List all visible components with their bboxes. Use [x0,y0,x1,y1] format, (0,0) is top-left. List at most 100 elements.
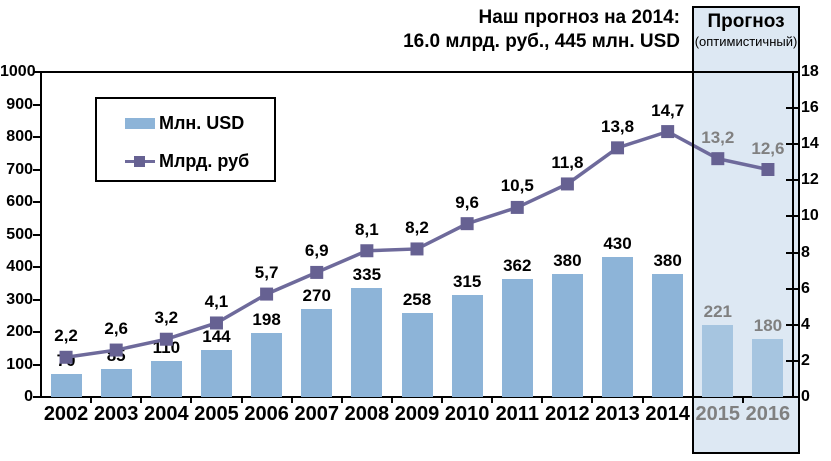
bar-2004 [150,361,182,397]
year-label-2004: 2004 [144,403,189,425]
y-right-tick-2 [786,359,800,362]
bar-2015 [702,325,734,397]
legend-label-usd: Млн. USD [159,112,245,133]
y-left-tick-0 [33,396,41,398]
rub-label-2011: 10,5 [500,176,534,196]
y-left-tick-label-600: 600 [6,193,33,210]
x-tick-4 [240,397,243,403]
y-right-tick-label-8: 8 [801,243,810,261]
rub-label-2005: 4,1 [204,291,229,311]
y-right-tick-label-14: 14 [801,135,819,153]
y-left-tick-label-100: 100 [6,355,33,373]
y-right-tick-16 [786,107,800,110]
bar-2002 [50,374,82,397]
y-right-tick-18 [786,71,800,73]
legend-label-rub: Млрд. руб [159,150,250,171]
year-label-2010: 2010 [444,403,490,425]
y-right-tick-label-2: 2 [801,351,810,369]
x-tick-8 [441,397,444,403]
y-right-tick-label-16: 16 [801,99,819,117]
y-left-tick-label-400: 400 [6,258,33,275]
x-tick-6 [340,397,343,403]
year-label-2005: 2005 [194,403,239,425]
y-right-tick-label-4: 4 [801,315,810,333]
y-right-tick-label-18: 18 [801,63,819,80]
bar-2005 [200,350,232,397]
line-swatch-icon [125,151,155,171]
y-right-tick-label-6: 6 [801,279,810,297]
y-left-tick-label-800: 800 [6,128,33,145]
x-tick-1 [90,397,93,403]
bar-label-2008: 335 [352,265,382,285]
x-tick-12 [641,397,644,403]
legend-item-rub: Млрд. руб [125,151,249,171]
bar-2008 [351,288,383,397]
y-left-tick-500 [33,233,41,236]
y-left-tick-label-900: 900 [6,95,33,113]
y-left-tick-800 [33,136,41,138]
y-left-tick-label-700: 700 [6,160,33,178]
y-left-tick-label-0: 0 [24,388,33,405]
year-label-2009: 2009 [394,403,440,425]
rub-label-2006: 5,7 [254,263,279,283]
bar-label-2007: 270 [302,286,331,306]
y-left-tick-600 [33,201,41,203]
x-tick-14 [741,397,744,403]
y-right-tick-8 [786,251,800,254]
bar-2010 [451,294,483,397]
year-label-2016: 2016 [745,403,791,425]
y-left-tick-1000 [33,71,41,73]
y-left-tick-300 [33,298,41,301]
y-right-tick-label-12: 12 [801,171,819,189]
chart-title: Наш прогноз на 2014: 16.0 млрд. руб., 44… [403,6,680,54]
y-right-tick-12 [786,179,800,182]
y-right-tick-14 [786,143,800,146]
y-left-tick-label-300: 300 [6,290,33,308]
x-tick-3 [190,397,193,403]
bar-2012 [551,273,583,397]
rub-label-2014: 14,7 [651,100,685,120]
year-label-2003: 2003 [93,403,139,425]
legend: Млн. USD Млрд. руб [95,97,276,182]
bar-label-2009: 258 [402,290,432,310]
y-right-tick-label-10: 10 [801,207,819,225]
rub-label-2016: 12,6 [751,138,785,158]
year-label-2013: 2013 [595,403,640,425]
y-left-tick-100 [33,363,41,366]
y-left-tick-400 [33,266,41,268]
x-tick-11 [591,397,594,403]
y-right-tick-4 [786,323,800,326]
x-tick-9 [491,397,494,403]
year-label-2006: 2006 [244,403,289,425]
chart-title-line1: Наш прогноз на 2014: [478,7,680,28]
bar-2011 [501,279,533,397]
bar-2013 [602,257,634,397]
bar-2006 [251,332,283,397]
y-left-tick-900 [33,103,41,106]
year-label-2011: 2011 [495,403,539,425]
x-tick-10 [541,397,544,403]
y-right-tick-0 [786,396,800,398]
rub-label-2007: 6,9 [304,241,329,261]
y-left-tick-label-200: 200 [6,323,33,340]
bar-2014 [652,273,684,397]
plot-area [40,71,794,398]
bar-2003 [100,369,132,397]
bar-label-2006: 198 [252,309,281,329]
year-label-2007: 2007 [294,403,339,425]
y-right-tick-6 [786,287,800,290]
year-label-2014: 2014 [645,403,690,425]
y-left-tick-label-1000: 1000 [0,63,36,80]
x-tick-5 [290,397,293,403]
chart-title-line2: 16.0 млрд. руб., 445 млн. USD [403,31,680,52]
bar-label-2014: 380 [653,250,682,270]
year-label-2002: 2002 [43,403,89,425]
bar-label-2016: 180 [753,315,783,335]
legend-item-usd: Млн. USD [125,113,244,133]
bar-2009 [401,313,433,397]
year-label-2015: 2015 [695,403,741,425]
x-tick-7 [390,397,393,403]
bar-2007 [301,309,333,397]
x-tick-2 [140,397,143,403]
